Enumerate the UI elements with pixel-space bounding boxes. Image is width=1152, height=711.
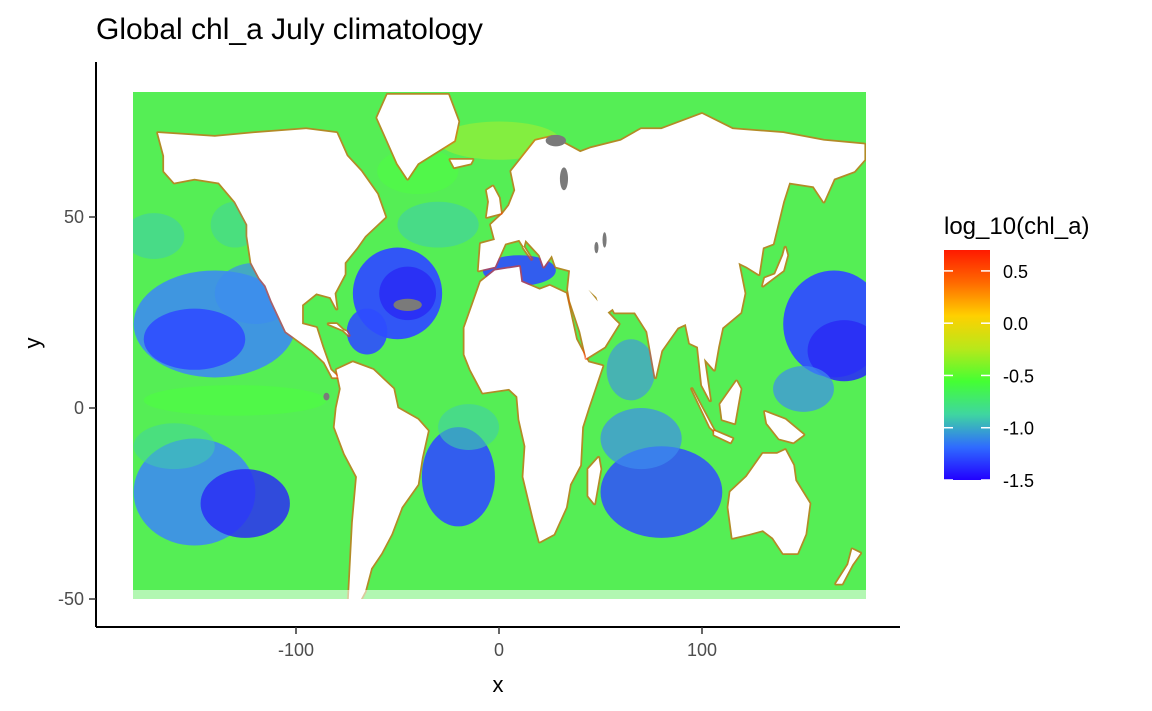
land-polygon: [720, 381, 741, 424]
southern-fringe: [133, 590, 866, 599]
land-polygon: [764, 411, 804, 443]
colorbar-tick-label: 0.5: [1003, 262, 1028, 282]
land-polygon: [762, 247, 788, 286]
chl-region: [438, 404, 499, 451]
x-axis-ticks: -100 0 100: [278, 627, 717, 660]
land-polygon: [334, 362, 428, 599]
land-polygon: [588, 457, 601, 504]
colorbar-ticks: 0.5 0.0 -0.5 -1.0 -1.5: [944, 262, 1034, 491]
missing-data-patch: [323, 392, 330, 401]
chl-region: [773, 365, 834, 412]
land-polygon: [450, 159, 473, 168]
land-polygon: [478, 113, 865, 401]
missing-data-patches: [323, 134, 607, 401]
chl-region: [200, 469, 290, 538]
chl-region: [397, 201, 479, 248]
missing-data-patch: [559, 167, 569, 191]
chl-region: [421, 427, 495, 527]
land-polygon: [158, 129, 386, 378]
chl-region: [600, 446, 723, 538]
map-panel: [133, 92, 866, 599]
missing-data-patch: [594, 241, 599, 254]
x-tick-label: 0: [494, 640, 504, 660]
land-masses: [156, 93, 866, 599]
land-polygon: [714, 430, 733, 443]
chl-region: [143, 308, 246, 370]
chl-region: [346, 308, 388, 355]
colorbar-tick-label: -0.5: [1003, 366, 1034, 386]
legend-title: log_10(chl_a): [944, 213, 1089, 240]
land-polygon: [836, 549, 861, 584]
missing-data-patch: [393, 298, 422, 311]
colorbar-tick-label: -1.0: [1003, 419, 1034, 439]
land-polygon: [486, 186, 501, 217]
colorbar-tick-label: -1.5: [1003, 471, 1034, 491]
x-axis-label: x: [493, 672, 504, 697]
colorbar-legend: log_10(chl_a) 0.5 0.0 -0.5 -1.0 -1.5: [944, 213, 1089, 491]
colorbar-tick-label: 0.0: [1003, 314, 1028, 334]
land-polygon: [464, 266, 603, 542]
land-polygon: [728, 450, 810, 554]
chl-region: [600, 408, 682, 470]
land-polygon: [377, 94, 459, 179]
x-tick-label: 100: [687, 640, 717, 660]
missing-data-patch: [545, 134, 566, 147]
chl-region: [807, 320, 866, 382]
chl-region: [606, 339, 656, 401]
chl-region: [133, 423, 215, 470]
colorbar: [944, 250, 990, 480]
y-axis-label: y: [20, 338, 45, 349]
chl-region: [133, 213, 185, 260]
y-axis-ticks: -50 0 50: [58, 207, 96, 609]
x-tick-label: -100: [278, 640, 314, 660]
y-tick-label: -50: [58, 589, 84, 609]
chart-title: Global chl_a July climatology: [96, 13, 483, 46]
missing-data-patch: [602, 232, 607, 248]
chl-region: [379, 266, 437, 321]
land-polygon: [328, 324, 349, 336]
y-tick-label: 50: [64, 207, 84, 227]
chl-region: [143, 385, 327, 416]
y-tick-label: 0: [74, 398, 84, 418]
